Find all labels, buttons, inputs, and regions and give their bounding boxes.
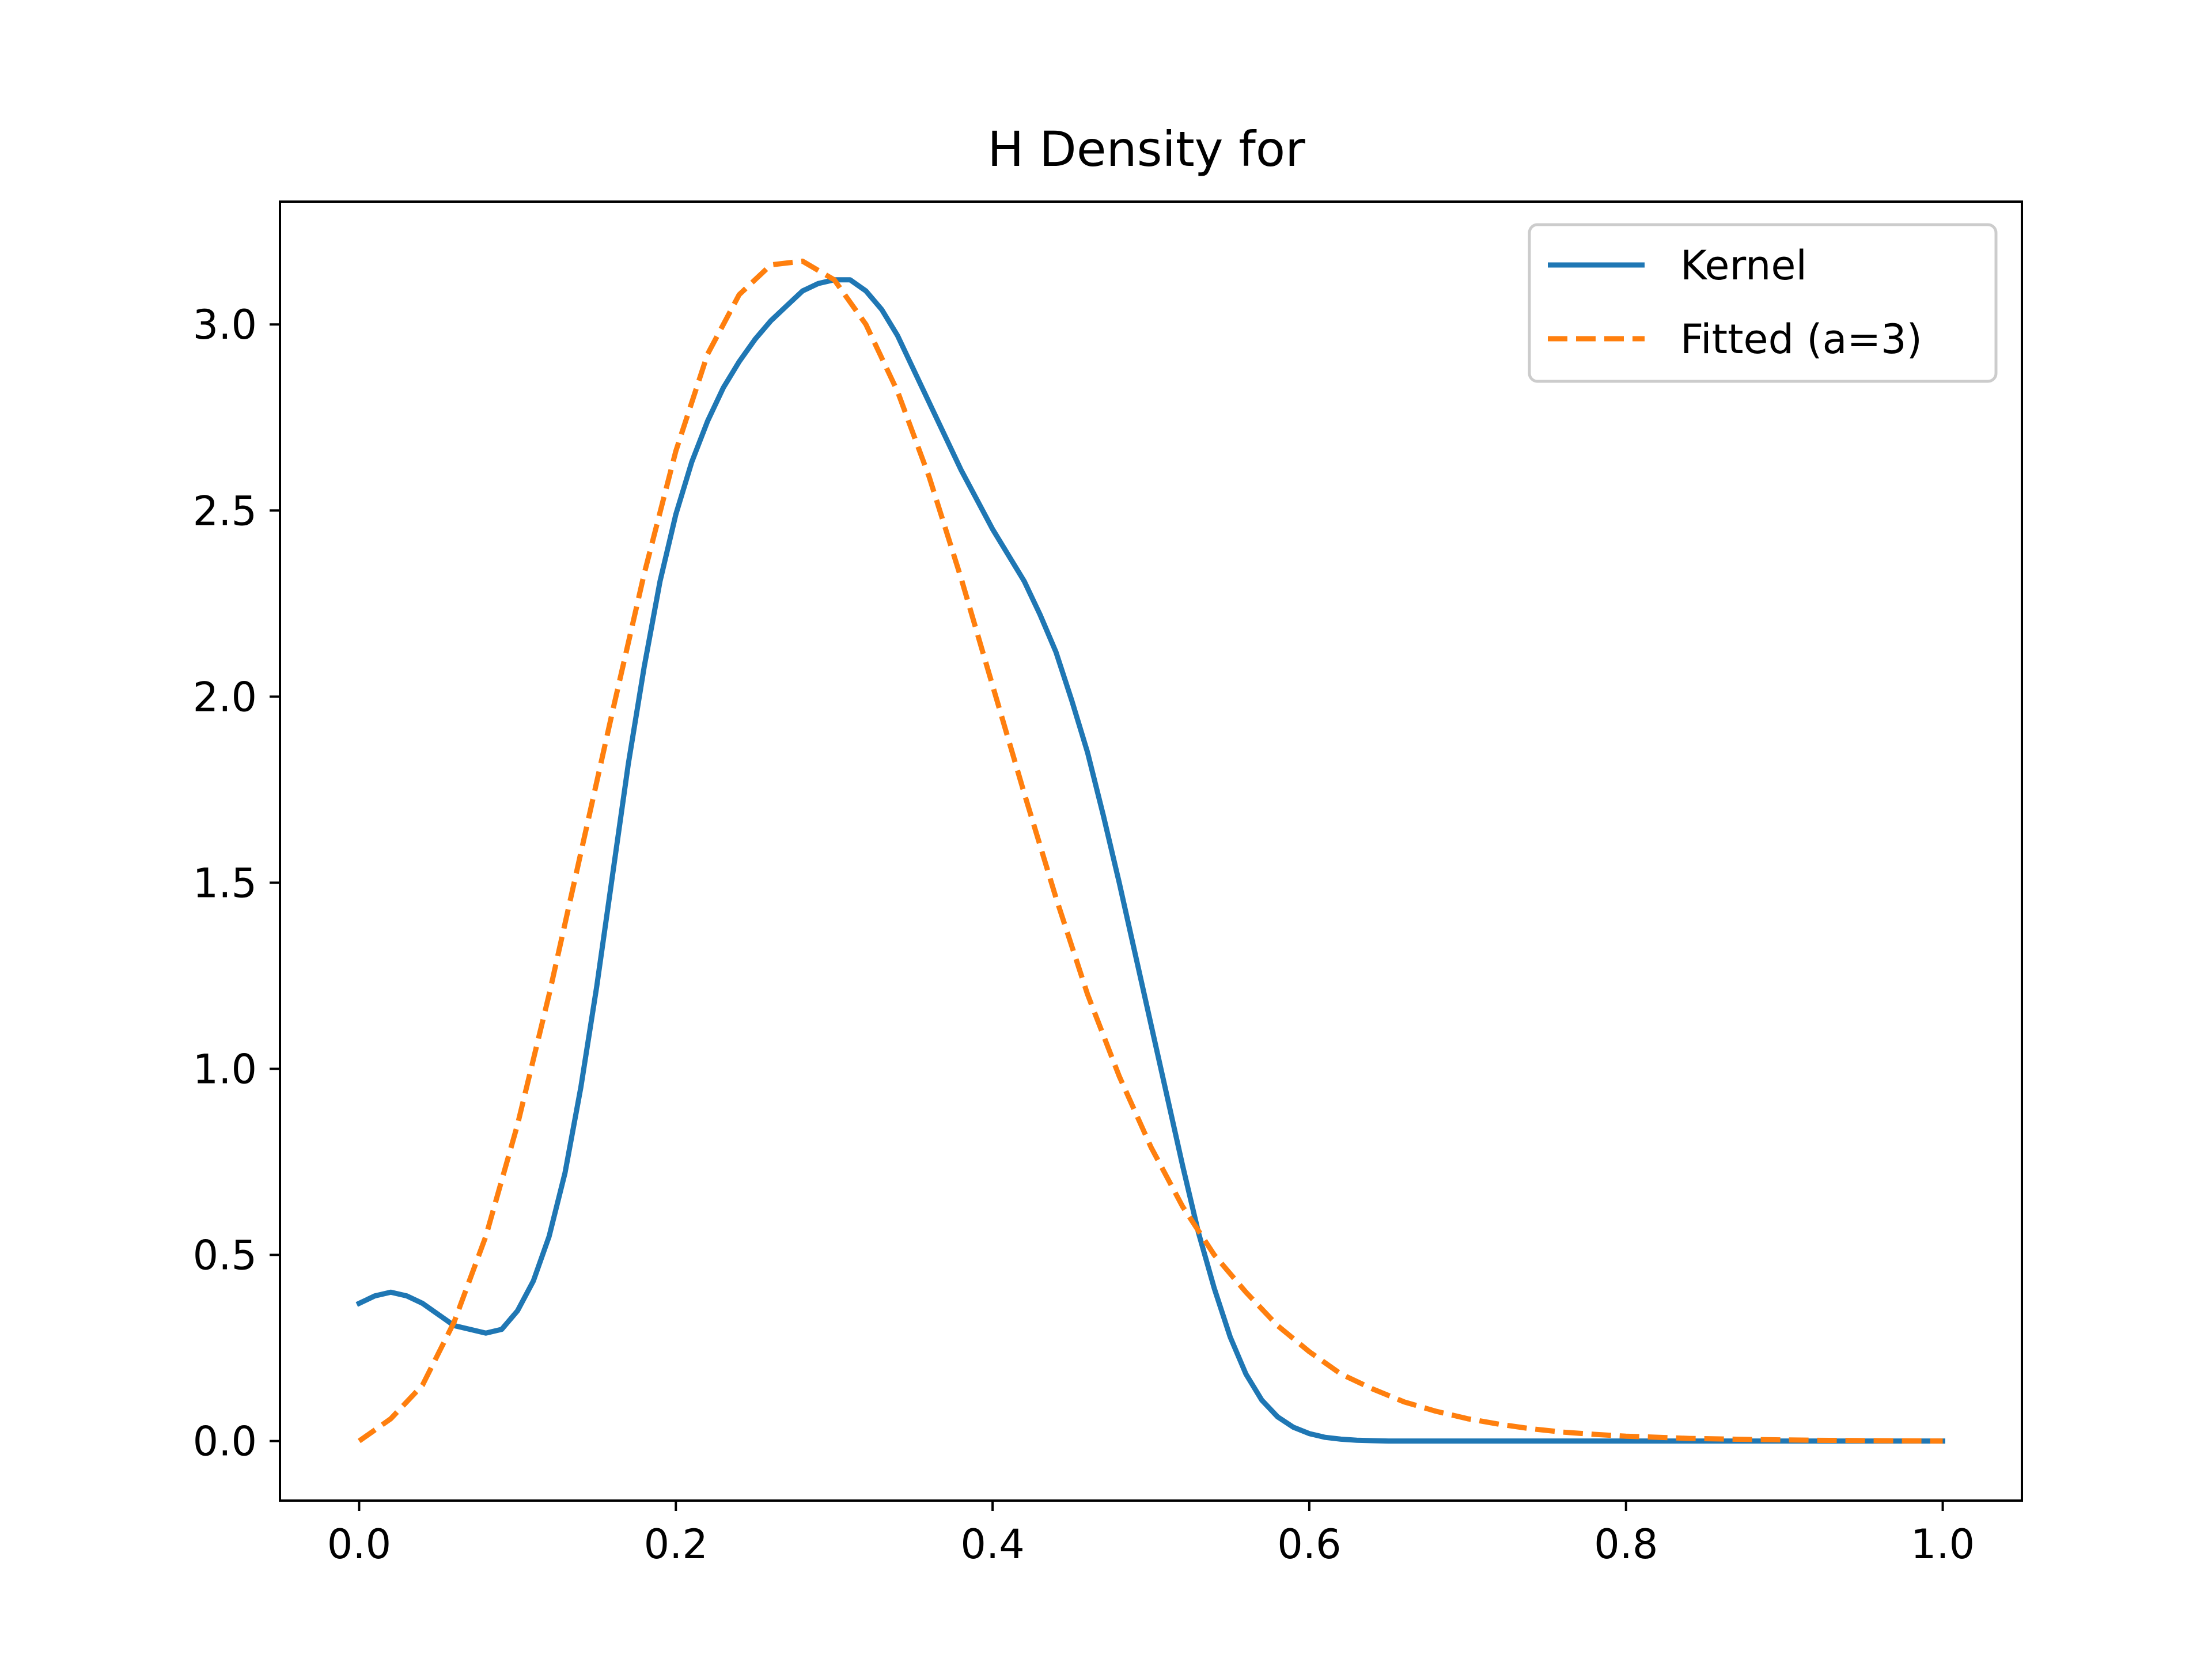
y-tick-label: 0.5 <box>193 1232 257 1279</box>
y-tick-label: 1.0 <box>193 1046 257 1093</box>
axes-frame <box>279 200 2023 1502</box>
legend-box <box>1528 223 1998 383</box>
x-tick-label: 1.0 <box>1911 1521 1975 1568</box>
y-tick-label: 2.5 <box>193 487 257 535</box>
x-tick-label: 0.0 <box>327 1521 391 1568</box>
chart-title: H Density for <box>987 121 1305 177</box>
series-line-fitted <box>357 258 1943 1444</box>
x-tick-label: 0.6 <box>1277 1521 1341 1568</box>
x-tick-label: 0.4 <box>960 1521 1024 1568</box>
y-tick-label: 0.0 <box>193 1418 257 1465</box>
y-tick-label: 3.0 <box>193 301 257 349</box>
plot-area: 0.0 0.2 0.4 0.6 0.8 1.0 0.0 0.5 1.0 1.5 2.0 2.5 3.0 <box>193 200 2023 1568</box>
series-line-kernel <box>355 277 1945 1444</box>
y-tick-label: 2.0 <box>193 673 257 721</box>
legend: Kernel Fitted (a=3) <box>1528 223 1998 383</box>
y-tick-label: 1.5 <box>193 859 257 907</box>
x-tick-label: 0.8 <box>1594 1521 1658 1568</box>
legend-label-fitted: Fitted (a=3) <box>1680 316 1922 363</box>
x-tick-label: 0.2 <box>644 1521 708 1568</box>
legend-label-kernel: Kernel <box>1680 242 1807 289</box>
